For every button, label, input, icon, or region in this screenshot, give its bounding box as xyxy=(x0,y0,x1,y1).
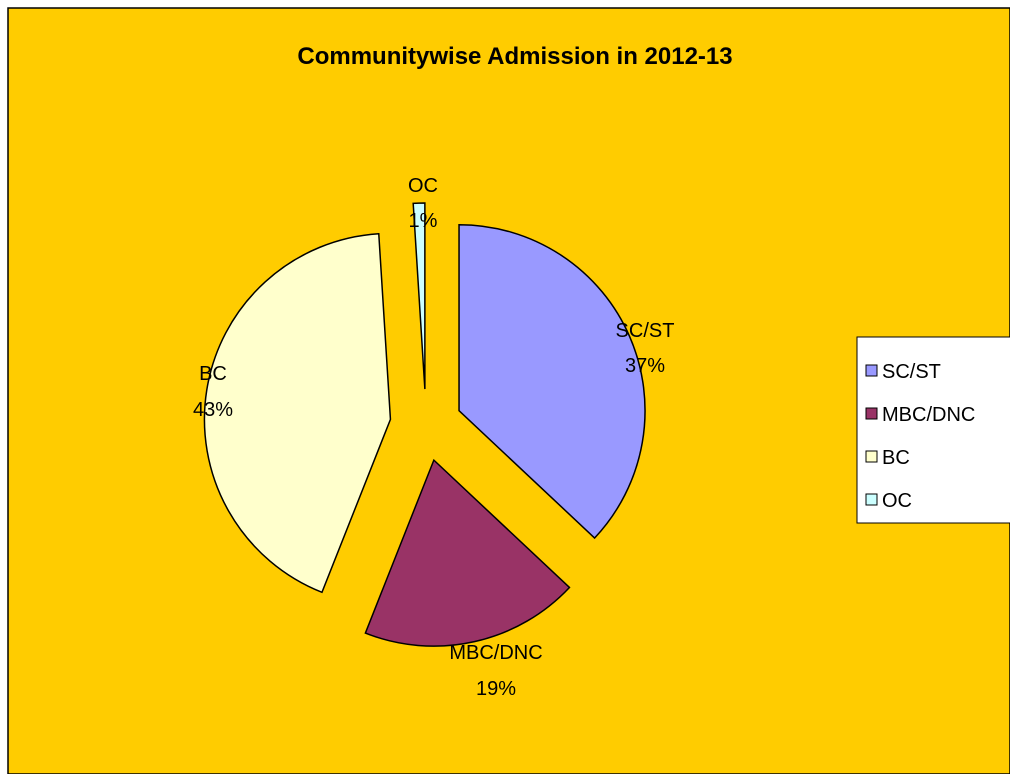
chart-title: Communitywise Admission in 2012-13 xyxy=(297,43,732,70)
pie-slices xyxy=(203,202,646,647)
slice-label-category: MBC/DNC xyxy=(449,642,542,664)
pie-slice-bc xyxy=(203,232,392,594)
slice-label-category: BC xyxy=(199,363,227,385)
legend-swatch xyxy=(865,493,878,506)
legend-label: MBC/DNC xyxy=(882,404,975,426)
pie-slice-sc-st xyxy=(458,223,646,540)
slice-label-category: OC xyxy=(408,175,438,197)
slice-label-category: SC/ST xyxy=(616,320,675,342)
legend-box xyxy=(856,336,1010,524)
legend-label: SC/ST xyxy=(882,361,941,383)
legend-swatch xyxy=(865,450,878,463)
pie-slice-mbc-dnc xyxy=(364,458,571,647)
legend-swatch xyxy=(865,364,878,377)
slice-labels: SC/ST 37% MBC/DNC 19% BC 43% OC 1% xyxy=(193,175,674,700)
pie-slice-oc xyxy=(412,202,426,390)
legend-swatch xyxy=(865,407,878,420)
slice-label-percent: 1% xyxy=(409,210,438,232)
slice-label-percent: 37% xyxy=(625,355,665,377)
slice-label-percent: 19% xyxy=(476,678,516,700)
legend-label: OC xyxy=(882,490,912,512)
legend: SC/ST MBC/DNC BC OC xyxy=(856,336,1010,524)
legend-label: BC xyxy=(882,447,910,469)
slice-label-percent: 43% xyxy=(193,399,233,421)
